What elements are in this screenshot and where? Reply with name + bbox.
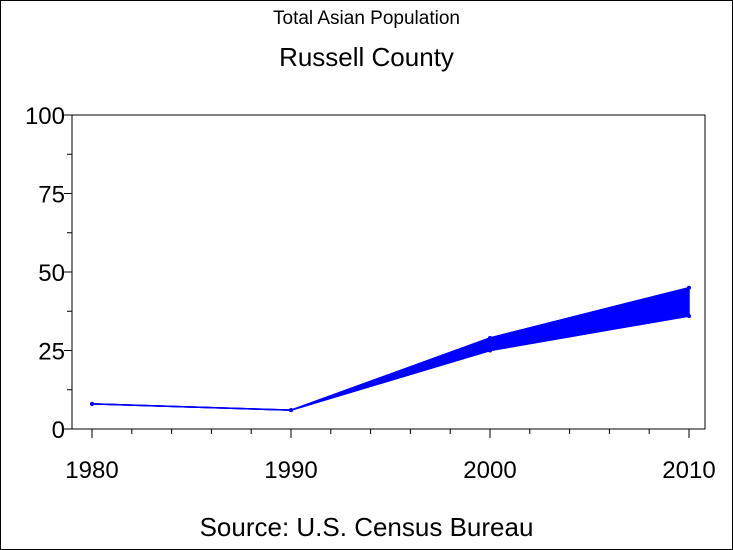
y-tick-label: 100 [25, 103, 65, 130]
source-note: Source: U.S. Census Bureau [199, 512, 534, 542]
series-band [91, 286, 690, 411]
chart-subtitle: Russell County [279, 42, 454, 72]
y-axis: 0 25 50 75 100 [25, 103, 72, 444]
series-upper-line [91, 286, 690, 411]
y-tick-label: 25 [38, 339, 65, 366]
data-point-lower [687, 313, 691, 318]
x-tick-label: 1980 [65, 457, 118, 484]
data-point-upper [488, 335, 492, 340]
data-point-lower [488, 348, 492, 353]
y-tick-label: 50 [38, 260, 65, 287]
x-axis: 1980 1990 2000 2010 [65, 429, 716, 484]
y-tick-label: 75 [38, 182, 65, 209]
data-point-lower [289, 408, 293, 413]
y-tick-label: 0 [52, 417, 65, 444]
plot-area [71, 114, 706, 430]
x-tick-label: 1990 [264, 457, 317, 484]
x-tick-label: 2000 [463, 457, 516, 484]
series-group [90, 285, 691, 413]
chart-title: Total Asian Population [273, 8, 460, 29]
data-point-lower [90, 401, 94, 406]
series-lower-line [91, 315, 690, 411]
x-tick-label: 2010 [662, 457, 715, 484]
data-point-upper [687, 285, 691, 290]
